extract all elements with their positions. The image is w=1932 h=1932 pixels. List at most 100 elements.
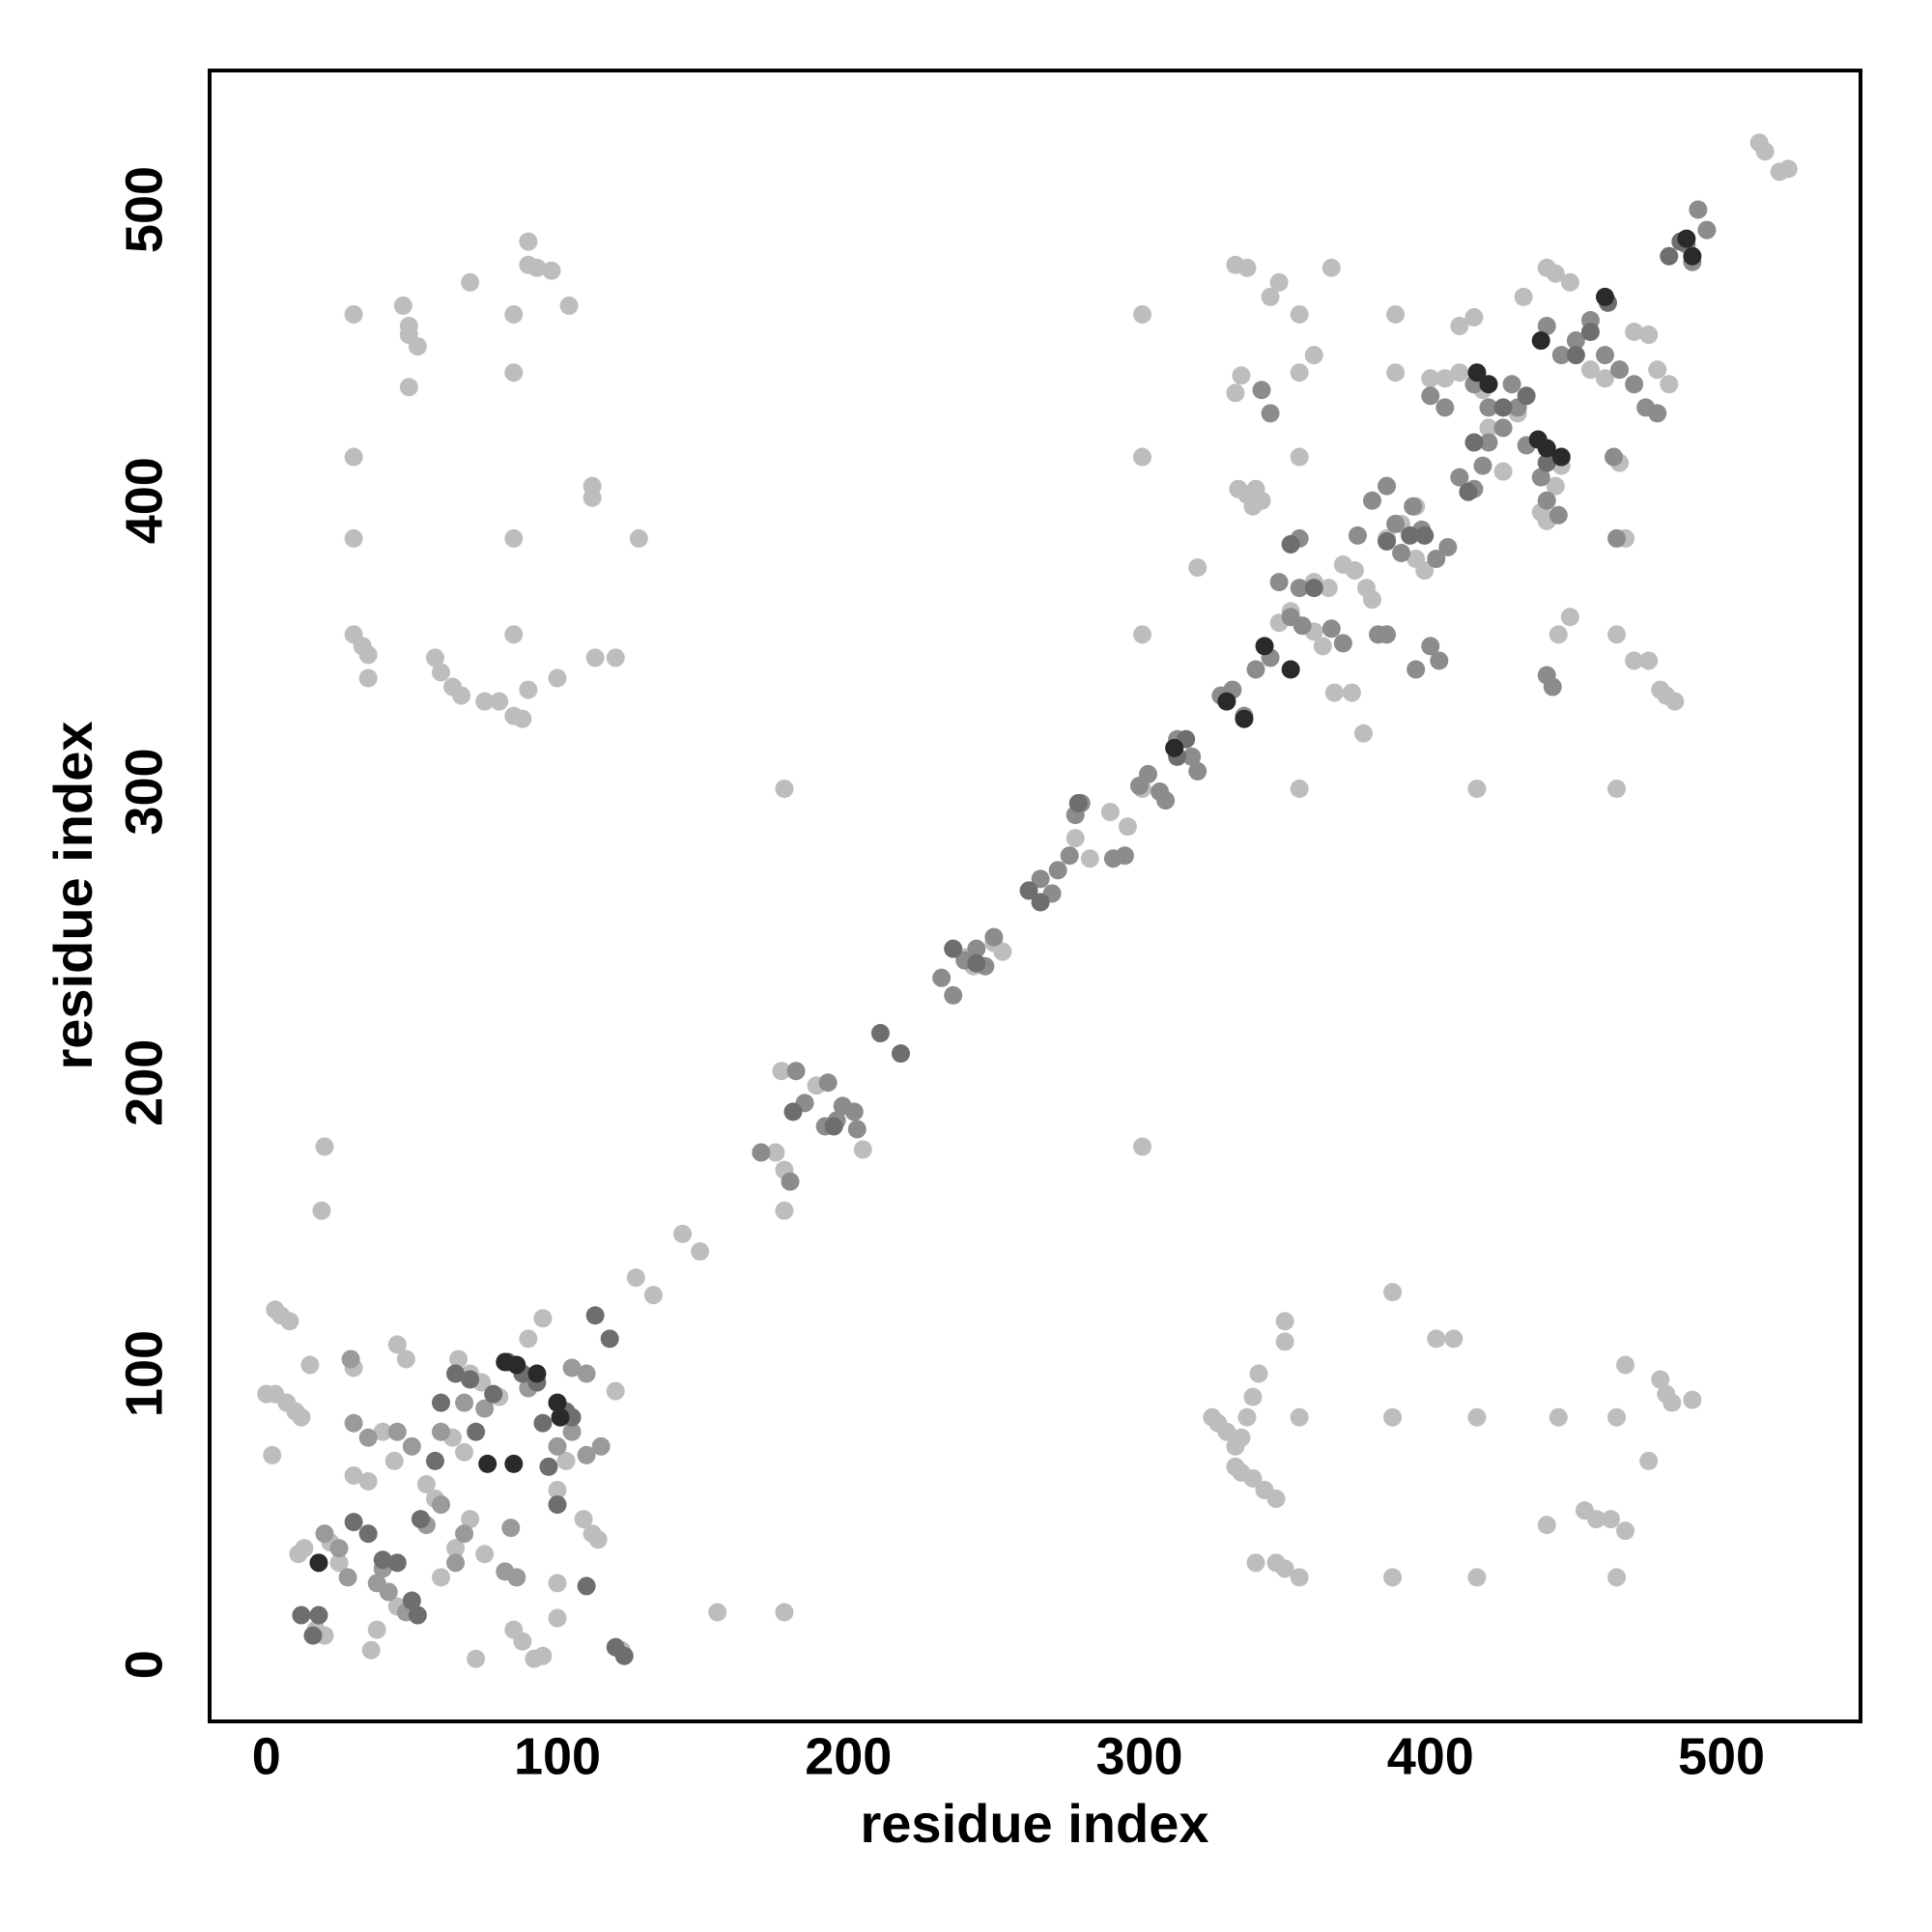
y-tick-label: 300 [115, 748, 173, 835]
point [1100, 803, 1120, 822]
point [379, 1582, 398, 1602]
point [513, 709, 532, 728]
point [1362, 590, 1381, 610]
point [1237, 258, 1257, 277]
point [1133, 1137, 1152, 1156]
point [1065, 829, 1085, 848]
point [673, 1224, 693, 1243]
point [373, 1550, 392, 1570]
point [399, 378, 418, 397]
point [263, 1445, 282, 1464]
point [300, 1355, 320, 1375]
point [1517, 386, 1536, 406]
point [556, 1451, 576, 1470]
point [1660, 246, 1679, 266]
point [1493, 398, 1513, 417]
point [484, 1384, 503, 1404]
point [1566, 346, 1585, 365]
point [1269, 573, 1289, 592]
point [1031, 893, 1050, 912]
point [551, 1407, 570, 1427]
point [1596, 346, 1615, 365]
point [1531, 331, 1550, 351]
point [1459, 482, 1478, 501]
point [1435, 369, 1455, 388]
point [1246, 1553, 1265, 1573]
point [467, 1422, 486, 1441]
point [1252, 381, 1271, 400]
point [1548, 625, 1568, 644]
point [455, 1442, 474, 1462]
point [708, 1603, 727, 1622]
point [504, 528, 524, 548]
point [1321, 258, 1341, 277]
point [1401, 526, 1420, 545]
point [1386, 304, 1406, 324]
point [1435, 398, 1455, 417]
point [309, 1553, 328, 1573]
point [1188, 761, 1208, 781]
point [1275, 1559, 1294, 1578]
point [1421, 386, 1440, 406]
point [542, 261, 561, 280]
point [1293, 616, 1312, 636]
point [475, 1399, 495, 1418]
point [519, 232, 538, 251]
point [361, 1640, 381, 1660]
point [847, 1120, 867, 1139]
point [1415, 561, 1435, 581]
point [1019, 881, 1038, 900]
point [513, 1632, 532, 1651]
point [1493, 418, 1513, 438]
point [1537, 316, 1556, 335]
plot-frame [208, 69, 1862, 1723]
point [1386, 363, 1406, 383]
point [387, 1422, 407, 1441]
point [1778, 159, 1798, 179]
point [1450, 363, 1469, 383]
point [1479, 398, 1498, 417]
point [1232, 1428, 1251, 1447]
point [588, 1530, 608, 1549]
point [504, 1454, 524, 1473]
point [691, 1241, 710, 1261]
point [1651, 1370, 1670, 1389]
point [1566, 331, 1585, 351]
point [1333, 634, 1352, 653]
point [341, 1350, 360, 1369]
point [1255, 637, 1274, 656]
point [393, 296, 412, 315]
point [507, 1355, 526, 1375]
point [1304, 579, 1323, 598]
point [1243, 497, 1263, 516]
point [1378, 476, 1397, 496]
point [984, 927, 1004, 947]
point [446, 1539, 466, 1558]
point [1625, 375, 1644, 394]
point [1324, 683, 1344, 702]
point [1226, 384, 1245, 403]
point [1133, 304, 1152, 324]
point [772, 1062, 791, 1081]
point [1290, 363, 1309, 383]
point [1514, 287, 1533, 306]
point [1290, 447, 1309, 467]
point [752, 1143, 771, 1162]
point [1546, 264, 1565, 283]
point [1266, 1490, 1286, 1509]
point [533, 1413, 553, 1433]
point [1139, 764, 1158, 783]
point [461, 272, 480, 292]
point [280, 1312, 299, 1331]
point [344, 1513, 363, 1532]
point [1660, 375, 1679, 394]
y-tick-label: 200 [115, 1039, 173, 1126]
point [1060, 846, 1079, 866]
point [431, 1422, 450, 1441]
point [1415, 526, 1435, 545]
point [367, 1620, 386, 1639]
point [1467, 1407, 1487, 1427]
point [1616, 1521, 1635, 1541]
point [449, 1350, 469, 1369]
y-tick-label: 0 [115, 1650, 173, 1679]
